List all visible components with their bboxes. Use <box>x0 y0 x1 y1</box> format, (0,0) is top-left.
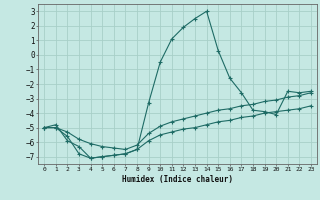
X-axis label: Humidex (Indice chaleur): Humidex (Indice chaleur) <box>122 175 233 184</box>
